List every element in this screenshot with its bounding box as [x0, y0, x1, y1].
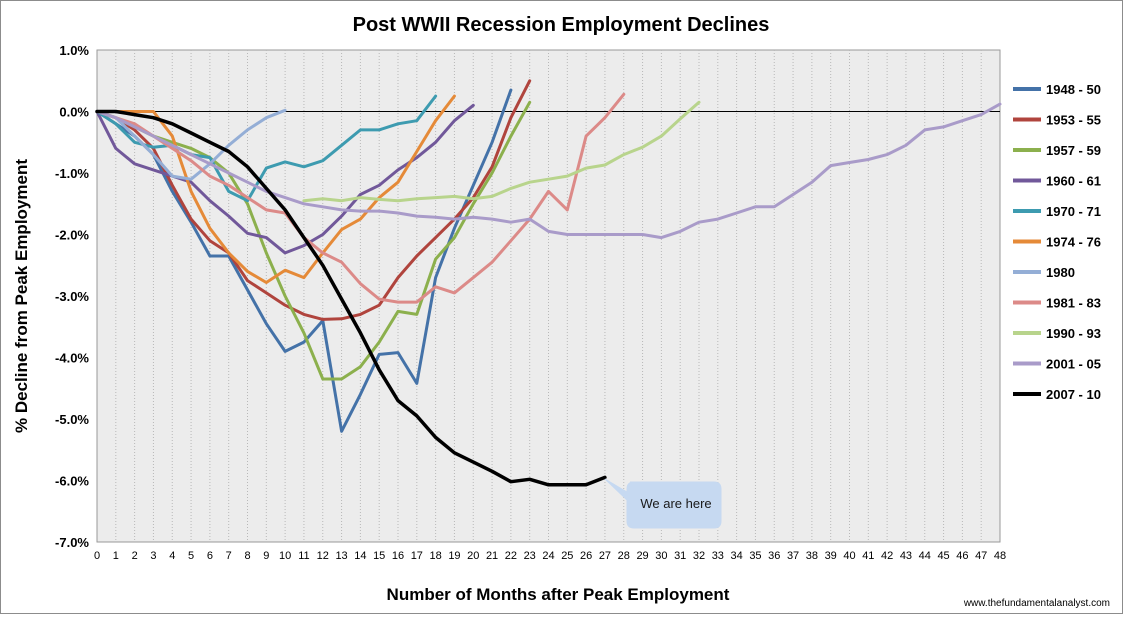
y-tick-label: 1.0% — [59, 43, 89, 58]
legend-label: 1948 - 50 — [1046, 82, 1101, 97]
x-tick-label: 4 — [169, 550, 175, 562]
y-tick-label: -7.0% — [55, 535, 89, 550]
x-axis-title: Number of Months after Peak Employment — [387, 585, 730, 604]
series-line-1970-71 — [95, 94, 438, 203]
x-tick-label: 48 — [994, 550, 1006, 562]
x-tick-label: 38 — [806, 550, 818, 562]
x-tick-label: 46 — [956, 550, 968, 562]
x-tick-label: 42 — [881, 550, 893, 562]
x-tick-label: 25 — [561, 550, 573, 562]
callout-bubble — [604, 478, 722, 529]
x-tick-label: 34 — [731, 550, 743, 562]
x-tick-label: 8 — [244, 550, 250, 562]
series-line-1990-93 — [302, 100, 701, 203]
x-tick-label: 2 — [132, 550, 138, 562]
x-tick-label: 40 — [843, 550, 855, 562]
x-tick-label: 17 — [411, 550, 423, 562]
y-tick-label: -4.0% — [55, 351, 89, 366]
legend: 1948 - 50 1953 - 55 1957 - 59 1960 - 61 1970… — [1013, 82, 1101, 402]
x-tick-label: 36 — [768, 550, 780, 562]
x-tick-label: 0 — [94, 550, 100, 562]
y-axis-title: % Decline from Peak Employment — [12, 159, 31, 433]
x-tick-label: 12 — [317, 550, 329, 562]
x-tick-label: 27 — [599, 550, 611, 562]
x-tick-label: 37 — [787, 550, 799, 562]
y-tick-label: -6.0% — [55, 474, 89, 489]
chart-title: Post WWII Recession Employment Declines — [353, 14, 770, 36]
x-tick-label: 19 — [448, 550, 460, 562]
x-tick-label: 15 — [373, 550, 385, 562]
series-line-2007-10 — [95, 109, 607, 487]
x-tick-label: 18 — [430, 550, 442, 562]
x-tick-label: 20 — [467, 550, 479, 562]
legend-label: 1960 - 61 — [1046, 174, 1101, 189]
x-tick-label: 7 — [226, 550, 232, 562]
callout-text: We are here — [640, 496, 711, 511]
x-tick-label: 33 — [712, 550, 724, 562]
x-tick-label: 43 — [900, 550, 912, 562]
x-tick-label: 10 — [279, 550, 291, 562]
x-tick-label: 1 — [113, 550, 119, 562]
x-tick-label: 28 — [618, 550, 630, 562]
x-tick-label: 22 — [505, 550, 517, 562]
series-line-1957-59 — [95, 100, 532, 381]
series-line-1980 — [95, 108, 287, 181]
x-tick-label: 23 — [524, 550, 536, 562]
series-line-1974-76 — [95, 94, 456, 284]
legend-label: 1970 - 71 — [1046, 204, 1101, 219]
x-tick-label: 45 — [937, 550, 949, 562]
legend-label: 2007 - 10 — [1046, 387, 1101, 402]
legend-label: 1980 — [1046, 265, 1075, 280]
x-tick-label: 13 — [335, 550, 347, 562]
x-tick-label: 41 — [862, 550, 874, 562]
x-tick-label: 30 — [655, 550, 667, 562]
x-tick-label: 39 — [825, 550, 837, 562]
x-tick-label: 11 — [298, 550, 309, 562]
x-tick-labels: 0 1 2 3 4 5 6 7 8 9 10 11 12 13 14 15 16 17 18 19 20 21 22 23 24… — [94, 550, 1006, 562]
legend-label: 2001 - 05 — [1046, 357, 1101, 372]
x-tick-label: 3 — [150, 550, 156, 562]
legend-label: 1990 - 93 — [1046, 326, 1101, 341]
y-tick-label: -3.0% — [55, 289, 89, 304]
x-tick-label: 44 — [919, 550, 931, 562]
x-tick-label: 5 — [188, 550, 194, 562]
x-tick-label: 14 — [354, 550, 366, 562]
x-tick-label: 32 — [693, 550, 705, 562]
legend-label: 1974 - 76 — [1046, 235, 1101, 250]
callout: We are here — [604, 478, 722, 529]
y-tick-label: 0.0% — [59, 105, 89, 120]
x-tick-label: 26 — [580, 550, 592, 562]
series-line-1948-50 — [95, 88, 513, 433]
y-tick-label: -2.0% — [55, 228, 89, 243]
series-line-1981-83 — [95, 92, 626, 304]
x-tick-label: 6 — [207, 550, 213, 562]
x-tick-label: 31 — [674, 550, 686, 562]
credit-text: www.thefundamentalanalyst.com — [963, 598, 1110, 609]
x-tick-label: 24 — [542, 550, 554, 562]
y-tick-label: -5.0% — [55, 412, 89, 427]
y-tick-labels: 1.0% 0.0% -1.0% -2.0% -3.0% -4.0% -5.0% -6.0% -7… — [55, 43, 89, 550]
x-tick-label: 29 — [636, 550, 648, 562]
x-tick-label: 9 — [263, 550, 269, 562]
x-tick-label: 21 — [486, 550, 498, 562]
series-line-1953-55 — [95, 79, 532, 321]
x-tick-label: 47 — [975, 550, 987, 562]
legend-label: 1981 - 83 — [1046, 296, 1101, 311]
x-tick-label: 16 — [392, 550, 404, 562]
series-group — [95, 79, 1002, 487]
legend-label: 1953 - 55 — [1046, 113, 1101, 128]
x-tick-label: 35 — [749, 550, 761, 562]
grid-lines — [115, 50, 982, 542]
series-line-2001-05 — [95, 102, 1002, 240]
legend-label: 1957 - 59 — [1046, 143, 1101, 158]
y-tick-label: -1.0% — [55, 166, 89, 181]
